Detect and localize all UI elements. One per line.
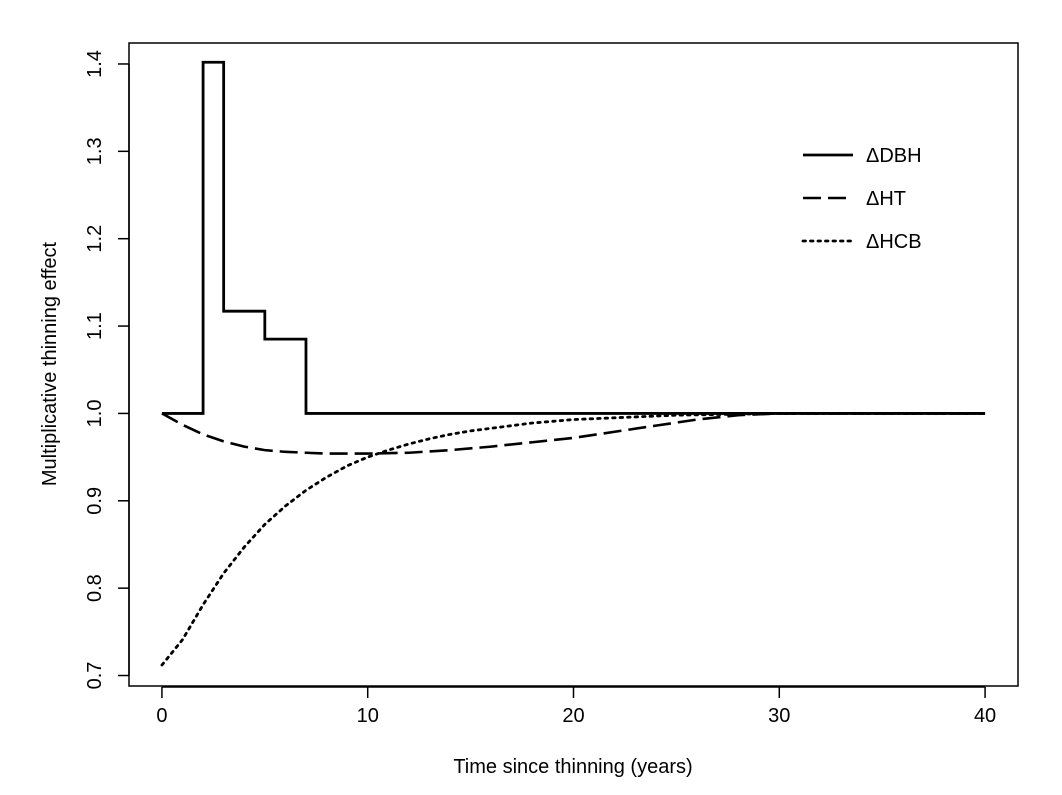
x-tick-label: 0 (156, 705, 167, 727)
series-layer (160, 60, 987, 667)
y-tick-label: 1.0 (84, 400, 106, 428)
legend: ΔDBH ΔHT ΔHCB (801, 145, 922, 253)
y-tick-label: 1.4 (84, 50, 106, 78)
legend-label: ΔHCB (866, 231, 922, 253)
y-tick-label: 1.2 (84, 225, 106, 253)
series-line-dashed (161, 412, 986, 455)
y-axis: 0.7 0.8 0.9 1.0 1.1 1.2 1.3 1.4 (84, 50, 130, 690)
y-tick-label: 0.9 (84, 487, 106, 515)
y-tick-label: 0.8 (84, 574, 106, 602)
legend-label: ΔHT (866, 188, 906, 210)
plot-frame (128, 42, 1019, 687)
x-axis: 0 10 20 30 40 (156, 686, 996, 727)
y-axis-title: Multiplicative thinning effect (39, 241, 61, 486)
x-tick-label: 40 (974, 705, 996, 727)
x-axis-title: Time since thinning (years) (453, 756, 692, 778)
x-tick-label: 10 (357, 705, 379, 727)
series-line-solid (161, 60, 986, 415)
series-line-dotted (160, 412, 987, 667)
x-tick-label: 30 (768, 705, 790, 727)
y-tick-label: 1.3 (84, 137, 106, 165)
legend-label: ΔDBH (866, 145, 922, 167)
y-tick-label: 0.7 (84, 662, 106, 690)
x-tick-label: 20 (562, 705, 584, 727)
y-tick-label: 1.1 (84, 312, 106, 340)
